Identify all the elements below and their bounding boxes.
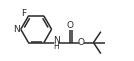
Text: N: N bbox=[53, 36, 60, 45]
Text: O: O bbox=[66, 21, 74, 30]
Text: F: F bbox=[22, 9, 27, 18]
Text: H: H bbox=[54, 42, 59, 51]
Text: N: N bbox=[13, 25, 20, 34]
Text: O: O bbox=[78, 38, 85, 47]
